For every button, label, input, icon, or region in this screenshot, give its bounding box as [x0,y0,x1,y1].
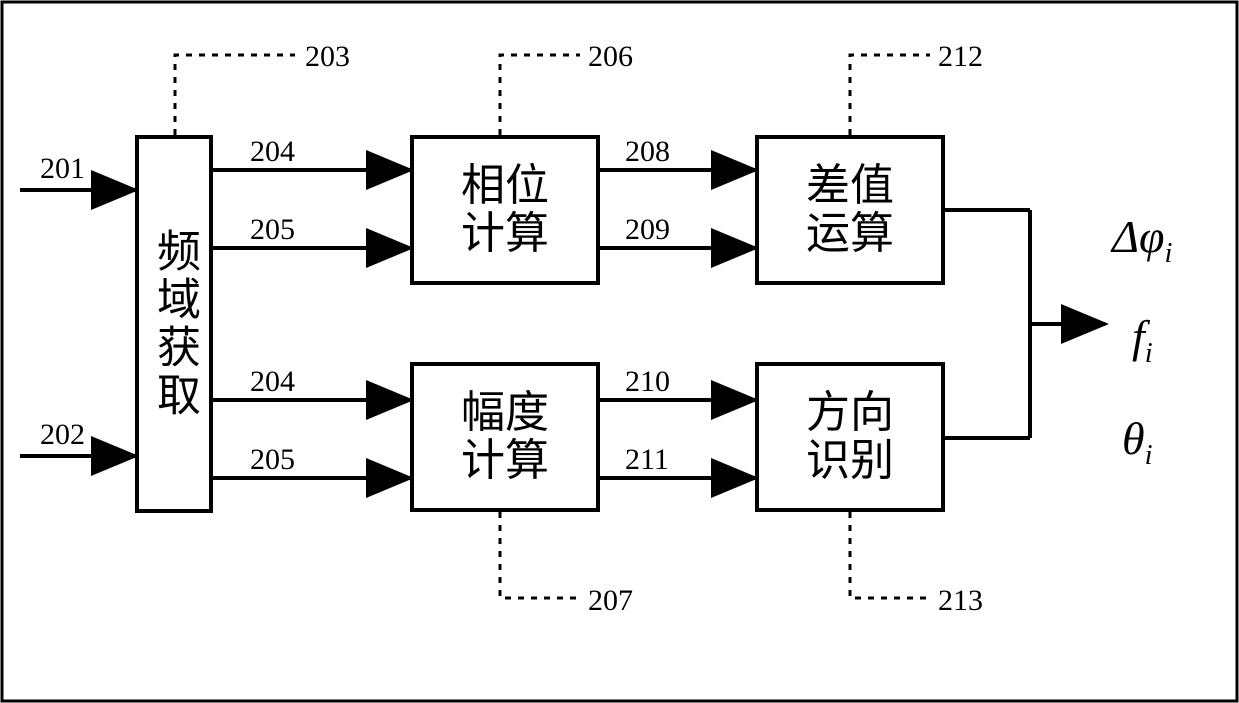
node-label: 幅度 计算 [461,389,549,486]
node-direction-recog: 方向 识别 [755,362,945,512]
reference-number: 204 [250,365,295,399]
output-f: fi [1132,310,1153,370]
output-theta: θi [1122,412,1153,472]
output-delta-phi: Δφi [1112,210,1172,270]
node-label: 方向 识别 [806,389,894,486]
node-phase-calc: 相位 计算 [410,135,600,285]
node-label: 频域获取 [142,228,206,420]
reference-number: 208 [625,135,670,169]
node-label: 差值 运算 [806,162,894,259]
node-label: 相位 计算 [461,162,549,259]
reference-number: 210 [625,365,670,399]
reference-number: 202 [40,418,85,452]
reference-number: 201 [40,152,85,186]
node-amplitude-calc: 幅度 计算 [410,362,600,512]
reference-number: 206 [588,40,633,74]
node-difference-op: 差值 运算 [755,135,945,285]
reference-number: 205 [250,443,295,477]
reference-number: 209 [625,213,670,247]
reference-number: 204 [250,135,295,169]
reference-number: 213 [938,584,983,618]
reference-number: 203 [305,40,350,74]
diagram-canvas: 频域获取 相位 计算 幅度 计算 差值 运算 方向 识别 Δφi fi θi 2… [0,0,1239,703]
reference-number: 207 [588,584,633,618]
node-frequency-domain: 频域获取 [135,135,213,513]
reference-number: 205 [250,213,295,247]
reference-number: 212 [938,40,983,74]
reference-number: 211 [625,443,669,477]
